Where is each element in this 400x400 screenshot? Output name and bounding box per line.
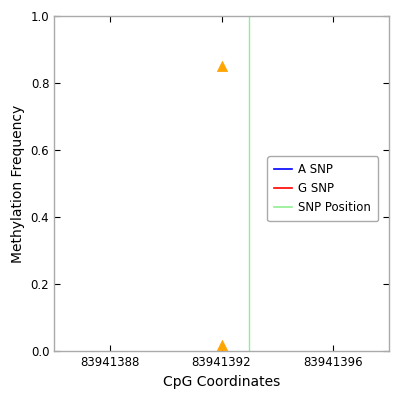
Y-axis label: Methylation Frequency: Methylation Frequency xyxy=(11,105,25,263)
Legend: A SNP, G SNP, SNP Position: A SNP, G SNP, SNP Position xyxy=(267,156,378,221)
Point xyxy=(218,63,225,70)
X-axis label: CpG Coordinates: CpG Coordinates xyxy=(163,375,280,389)
Point xyxy=(218,342,225,348)
